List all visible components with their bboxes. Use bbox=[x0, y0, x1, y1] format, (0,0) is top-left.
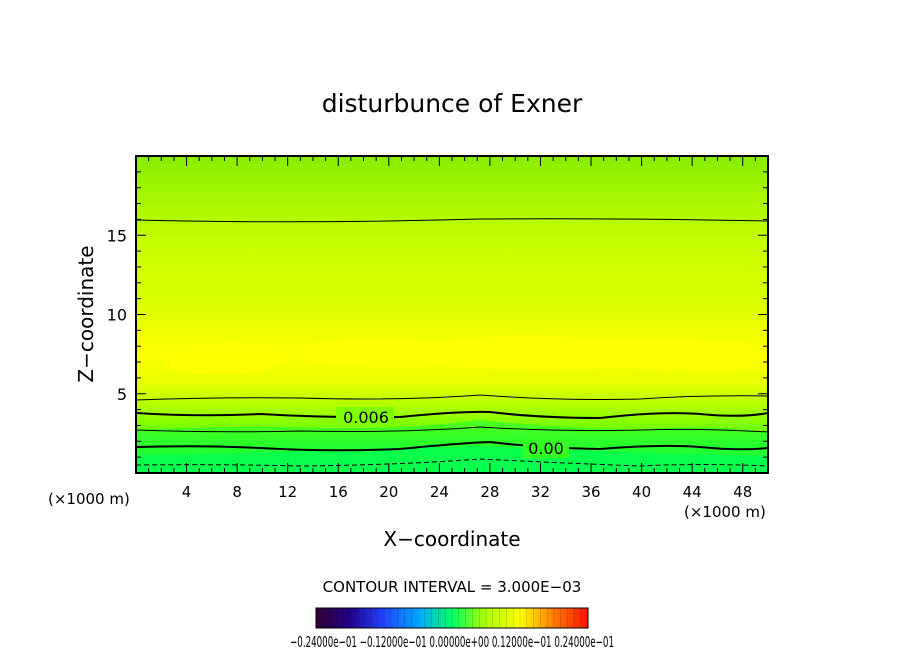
x-tick-label: 28 bbox=[480, 483, 499, 501]
x-tick-label: 20 bbox=[379, 483, 398, 501]
x-tick-label: 48 bbox=[733, 483, 752, 501]
y-tick-label: 5 bbox=[117, 385, 127, 404]
x-tick-label: 36 bbox=[581, 483, 600, 501]
y-axis-label: Z−coordinate bbox=[74, 245, 98, 382]
x-axis-label: X−coordinate bbox=[383, 527, 520, 551]
y-tick-label: 15 bbox=[107, 226, 127, 245]
axis-ticks bbox=[136, 156, 768, 473]
x-tick-label: 32 bbox=[531, 483, 550, 501]
x-axis-unit: (×1000 m) bbox=[684, 503, 766, 521]
x-tick-label: 4 bbox=[182, 483, 192, 501]
chart-title: disturbunce of Exner bbox=[322, 89, 583, 118]
contour-label-0-006: 0.006 bbox=[343, 408, 389, 427]
contour-line-0-006 bbox=[136, 410, 768, 420]
colorbar bbox=[315, 607, 589, 629]
x-tick-label: 44 bbox=[683, 483, 702, 501]
contour-line-0-00 bbox=[136, 440, 768, 452]
y-tick-labels: 5 10 15 bbox=[107, 226, 127, 404]
contour-label-0-00: 0.00 bbox=[528, 439, 564, 458]
contour-interval-label: CONTOUR INTERVAL = 3.000E−03 bbox=[323, 578, 582, 596]
contour-line-low bbox=[136, 426, 768, 433]
x-tick-label: 12 bbox=[278, 483, 297, 501]
colorbar-stripes bbox=[322, 608, 582, 628]
y-axis-unit: (×1000 m) bbox=[48, 490, 130, 508]
x-tick-label: 24 bbox=[430, 483, 449, 501]
contour-line-dashed bbox=[136, 458, 768, 467]
x-tick-labels: 4 8 12 16 20 24 28 32 36 40 44 48 bbox=[182, 483, 752, 501]
contour-labels: 0.006 0.00 bbox=[336, 407, 569, 458]
x-tick-label: 8 bbox=[232, 483, 242, 501]
contour-lines bbox=[136, 218, 768, 467]
x-tick-label: 40 bbox=[632, 483, 651, 501]
contour-field bbox=[136, 156, 768, 473]
x-tick-label: 16 bbox=[329, 483, 348, 501]
contour-line-upper bbox=[136, 218, 768, 223]
contour-line-mid bbox=[136, 394, 768, 401]
colorbar-labels: −0.24000e−01 −0.12000e−01 0.00000e+00 0.… bbox=[290, 633, 614, 651]
y-tick-label: 10 bbox=[107, 306, 127, 325]
